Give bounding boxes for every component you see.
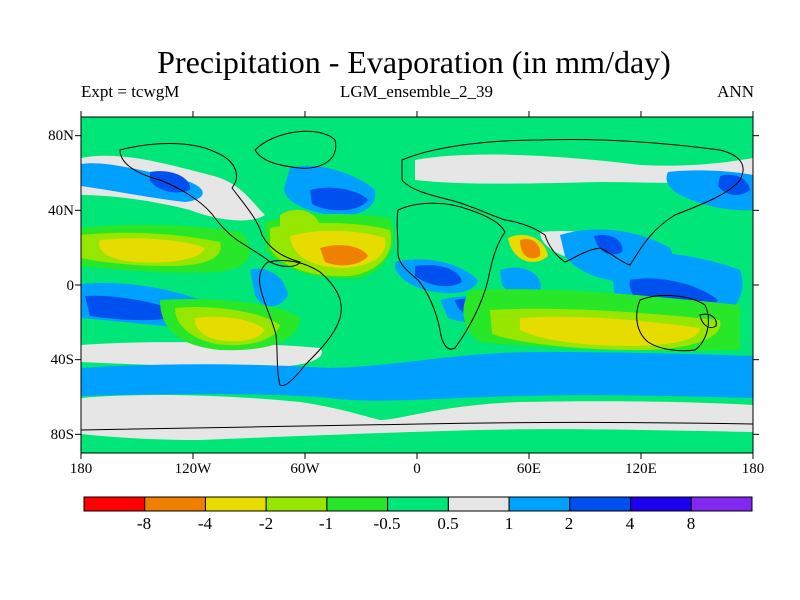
axis-ticks (75, 111, 759, 459)
lat-label-0: 0 (66, 278, 75, 294)
run-name-label: LGM_ensemble_2_39 (340, 82, 493, 101)
colorbar-label: 8 (686, 514, 696, 533)
contour-band-yellow (520, 316, 700, 346)
contour-band-grey (81, 342, 322, 368)
contour-band-blue (594, 234, 623, 255)
colorbar-label: -1 (318, 514, 334, 533)
contour-band-orange (320, 245, 368, 266)
colorbar-swatch (204, 496, 267, 512)
colorbar-label: 0.5 (437, 514, 459, 533)
colorbar-label: -2 (258, 514, 274, 533)
contour-band-yellowgreen (280, 209, 320, 235)
coastline (259, 259, 342, 387)
contour-band-blue (310, 187, 368, 211)
coastline (699, 313, 717, 329)
contour-band-grey (81, 395, 753, 440)
colorbar-swatch (83, 496, 146, 512)
lon-label-120w: 120W (174, 461, 212, 477)
lat-label-80n: 80N (48, 128, 74, 144)
colorbar-swatch (508, 496, 571, 512)
colorbar-swatch (447, 496, 510, 512)
coastline (401, 139, 744, 266)
contour-band-yellow (99, 238, 205, 263)
coastline (254, 130, 337, 169)
colorbar-label: -4 (197, 514, 213, 533)
precip-evap-contours (81, 154, 753, 440)
page-title: Precipitation - Evaporation (in mm/day) (157, 44, 671, 80)
season-label: ANN (717, 82, 754, 101)
colorbar (83, 496, 753, 512)
contour-band-blue (85, 295, 185, 321)
colorbar-swatch (690, 496, 753, 512)
coastline (80, 422, 754, 431)
colorbar-swatch (387, 496, 449, 512)
colorbar-swatch (265, 496, 328, 512)
colorbar-swatch (630, 496, 692, 512)
colorbar-swatch (144, 496, 206, 512)
contour-band-yellow (194, 316, 265, 342)
lon-label-60w: 60W (290, 461, 320, 477)
coastline (119, 143, 301, 267)
colorbar-label: 4 (625, 514, 635, 533)
lat-label-80s: 80S (50, 427, 74, 443)
coastlines (80, 130, 754, 431)
lon-label-0: 0 (413, 461, 421, 477)
coastline (636, 295, 709, 352)
lon-label-180w: 180 (69, 461, 93, 477)
colorbar-label: 2 (564, 514, 574, 533)
colorbar-label: -0.5 (373, 514, 401, 533)
colorbar-swatch (326, 496, 389, 512)
lon-label-60e: 60E (516, 461, 542, 477)
colorbar-label: -8 (136, 514, 152, 533)
lon-label-180e: 180 (741, 461, 765, 477)
coastline (396, 202, 506, 350)
contour-band-blue (718, 174, 750, 195)
contour-band-lightblue (81, 163, 203, 202)
colorbar-swatch (569, 496, 632, 512)
lon-label-120e: 120E (625, 461, 657, 477)
lat-label-40s: 40S (50, 352, 74, 368)
contour-band-orange (520, 238, 541, 259)
lat-label-40n: 40N (48, 203, 74, 219)
contour-band-blue (150, 171, 191, 193)
experiment-label: Expt = tcwgM (81, 82, 180, 101)
contour-band-lightblue (81, 352, 753, 401)
contour-band-lightblue (500, 267, 541, 297)
colorbar-label: 1 (504, 514, 514, 533)
contour-band-blue (415, 264, 462, 287)
